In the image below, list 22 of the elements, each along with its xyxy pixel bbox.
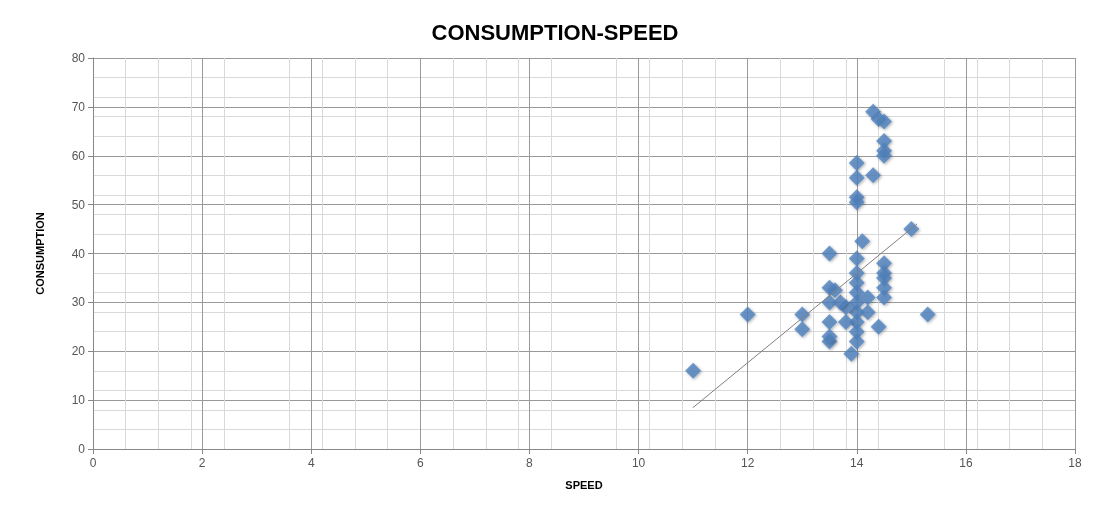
x-tick-label: 0 [89, 456, 97, 470]
y-tick-label: 40 [71, 246, 86, 261]
x-tick-label: 4 [307, 456, 315, 470]
x-tick-label: 18 [1068, 456, 1082, 470]
x-tick-label: 8 [526, 456, 534, 470]
x-axis-title: SPEED [565, 478, 603, 491]
x-tick-label: 14 [850, 456, 864, 470]
y-tick-label: 20 [71, 344, 86, 359]
x-tick-label: 12 [740, 456, 755, 470]
x-tick-label: 6 [416, 456, 424, 470]
y-tick-label: 30 [71, 295, 86, 310]
chart-title: CONSUMPTION-SPEED [431, 19, 679, 45]
x-tick-label: 16 [959, 456, 973, 470]
y-tick-label: 50 [71, 197, 86, 212]
y-tick-label: 70 [71, 99, 86, 114]
y-tick-label: 0 [78, 442, 86, 456]
y-tick-label: 10 [71, 393, 86, 408]
y-tick-label: 80 [71, 51, 86, 65]
x-tick-label: 2 [198, 456, 206, 470]
y-tick-label: 60 [71, 148, 86, 163]
x-tick-label: 10 [631, 456, 646, 470]
y-axis-title: CONSUMPTION [33, 212, 46, 295]
